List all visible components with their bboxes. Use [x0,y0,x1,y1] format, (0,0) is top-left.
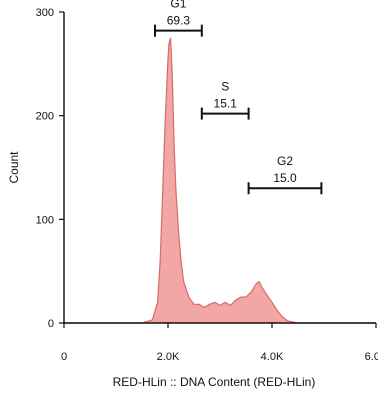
plot-area [64,37,376,324]
histogram-area [64,37,376,324]
gate-percent-label: 15.1 [214,97,238,111]
x-tick-label: 4.0K [261,351,284,363]
gate-name-label: G1 [170,0,186,11]
gate-percent-label: 69.3 [167,14,191,28]
gate-name-label: G2 [277,154,293,168]
gate-percent-label: 15.0 [273,171,297,185]
y-axis-title: Count [7,151,21,184]
axes [63,12,376,324]
x-tick-label: 0 [61,351,67,363]
x-tick-label: 2.0K [157,351,180,363]
y-tick-label: 200 [36,111,54,123]
x-tick-label: 6.0K [365,351,378,363]
gates: G1 69.3 S 15.1 G2 15.0 [154,0,323,195]
y-tick-label: 100 [36,214,54,226]
gate-name-label: S [221,80,229,94]
y-tick-label: 0 [48,318,54,330]
y-tick-label: 300 [36,7,54,19]
histogram-outline [64,37,376,324]
x-axis-title: RED-HLin :: DNA Content (RED-HLin) [113,375,316,389]
ticks: 0 100 200 300 0 2.0K 4.0K 6.0K [36,7,378,363]
